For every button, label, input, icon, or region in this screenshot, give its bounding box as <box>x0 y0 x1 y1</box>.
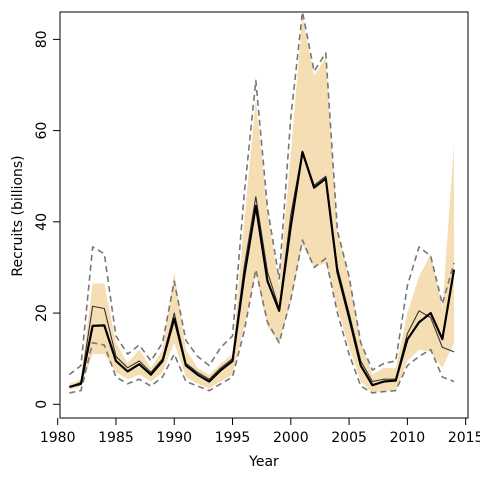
x-tick-label: 2000 <box>273 430 309 446</box>
upper-bound-dashed-line <box>68 11 455 376</box>
y-tick-label: 40 <box>34 213 50 231</box>
chart-marks <box>68 11 456 394</box>
x-tick-label: 1985 <box>98 430 134 446</box>
x-tick-label: 1990 <box>156 430 192 446</box>
recruits-estimate-line <box>69 150 456 389</box>
y-tick-label: 60 <box>34 122 50 140</box>
x-tick-label: 1995 <box>215 430 251 446</box>
x-tick-label: 1980 <box>40 430 76 446</box>
x-tick-label: 2015 <box>448 430 480 446</box>
y-tick-label: 0 <box>34 400 50 409</box>
uncertainty-band <box>69 16 455 393</box>
alternative-estimate-line <box>69 150 455 388</box>
x-tick-label: 2010 <box>390 430 426 446</box>
y-tick-label: 20 <box>34 304 50 322</box>
x-tick-label: 2005 <box>331 430 367 446</box>
x-axis-title: Year <box>248 454 279 470</box>
y-axis-title: Recruits (billions) <box>10 155 26 276</box>
chart-axes: 1980 1985 1990 1995 2000 2005 2010 2015 0 20 40 60 8… <box>34 11 480 446</box>
plot-frame <box>59 11 469 419</box>
y-tick-label: 80 <box>34 30 50 48</box>
lower-bound-dashed-line <box>69 239 455 394</box>
